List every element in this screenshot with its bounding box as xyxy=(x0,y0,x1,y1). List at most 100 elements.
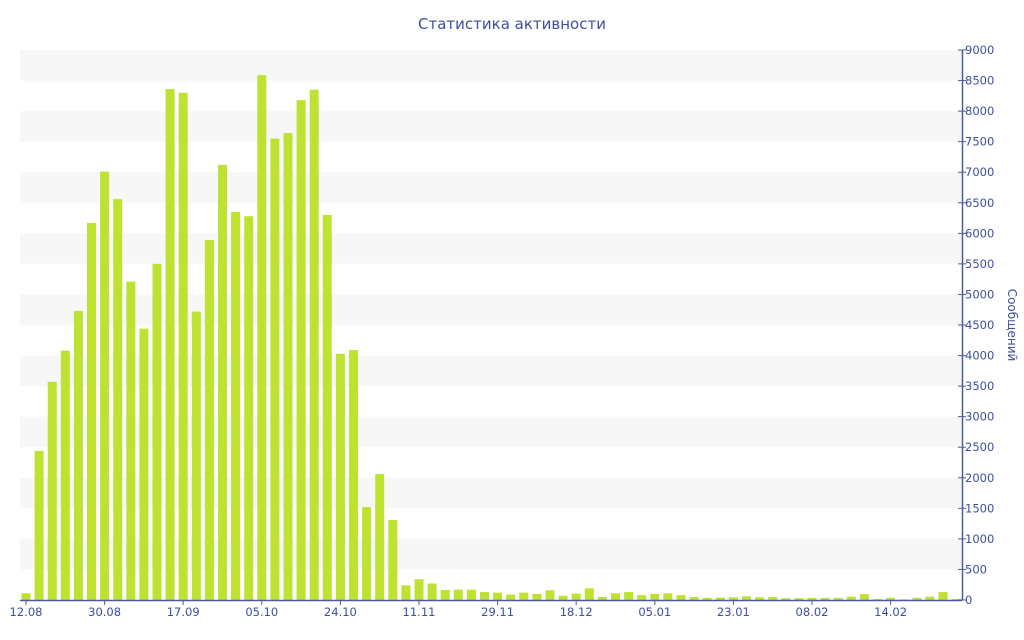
bar xyxy=(21,593,31,600)
x-tick-label: 12.08 xyxy=(10,605,43,619)
bar xyxy=(768,596,778,600)
bar xyxy=(637,595,647,600)
bar xyxy=(597,596,607,600)
bar xyxy=(506,594,516,600)
y-tick-label: 9000 xyxy=(965,43,994,57)
bar xyxy=(519,592,529,600)
x-tick-label: 17.09 xyxy=(167,605,200,619)
bar xyxy=(244,216,254,600)
bar xyxy=(401,585,411,600)
y-tick-label: 6500 xyxy=(965,196,994,210)
bar xyxy=(113,199,123,600)
y-tick-label: 2000 xyxy=(965,471,994,485)
x-tick-label: 18.12 xyxy=(560,605,593,619)
bar xyxy=(296,100,306,600)
bar xyxy=(846,596,856,600)
x-tick-label: 29.11 xyxy=(481,605,514,619)
x-tick-label: 08.02 xyxy=(796,605,829,619)
bar xyxy=(611,593,620,600)
x-tick-label: 14.02 xyxy=(874,605,907,619)
grid-band xyxy=(20,538,962,570)
bar xyxy=(375,474,385,600)
x-tick-label: 05.10 xyxy=(245,605,278,619)
bar xyxy=(178,92,188,601)
y-tick-label: 1500 xyxy=(965,501,994,515)
bar xyxy=(728,597,738,600)
bar xyxy=(899,599,909,600)
x-tick-label: 30.08 xyxy=(88,605,121,619)
bar xyxy=(742,596,751,600)
bar xyxy=(34,450,44,600)
x-tick-label: 23.01 xyxy=(717,605,750,619)
grid-band xyxy=(20,355,962,387)
bar xyxy=(584,588,594,600)
bar xyxy=(191,311,201,600)
y-tick-label: 1000 xyxy=(965,532,994,546)
bar xyxy=(87,222,96,600)
bar xyxy=(283,133,293,600)
bar xyxy=(335,353,345,600)
grid-band xyxy=(20,416,962,448)
bars xyxy=(21,75,961,601)
grid-band xyxy=(20,233,962,264)
bar xyxy=(794,598,804,600)
bar xyxy=(820,597,830,600)
bar xyxy=(47,381,57,600)
bar xyxy=(912,597,922,600)
axes: 0 500 1000 1500 2000 2500 3000 3500 4000 4500 5000… xyxy=(10,43,995,619)
bar xyxy=(755,597,765,600)
x-tick-label: 11.11 xyxy=(403,605,436,619)
bar xyxy=(624,592,634,600)
y-tick-label: 3000 xyxy=(965,410,994,424)
bar xyxy=(152,263,162,600)
y-tick-label: 8500 xyxy=(965,74,994,88)
bar xyxy=(466,589,476,600)
bar xyxy=(231,211,241,600)
grid-band xyxy=(20,172,962,203)
bar xyxy=(414,579,424,600)
bar xyxy=(73,310,83,600)
y-tick-label: 2500 xyxy=(965,440,994,454)
bar xyxy=(859,594,869,600)
bar xyxy=(558,595,568,600)
bar xyxy=(650,593,660,600)
bar xyxy=(951,599,961,600)
bar xyxy=(925,596,935,600)
bar xyxy=(480,592,489,600)
bar xyxy=(493,592,503,600)
grid-band xyxy=(20,111,962,142)
bar xyxy=(427,583,437,600)
bar xyxy=(886,597,896,600)
bar xyxy=(689,596,699,600)
bar xyxy=(362,507,372,600)
bar xyxy=(532,593,542,600)
grid-band xyxy=(20,477,962,509)
bar xyxy=(322,215,332,600)
bar xyxy=(702,597,712,600)
grid-bands xyxy=(20,50,962,570)
x-tick-label: 24.10 xyxy=(324,605,357,619)
y-axis-label: Сообщений xyxy=(1005,289,1019,362)
y-tick-label: 7500 xyxy=(965,135,994,149)
bar xyxy=(349,350,358,600)
y-tick-label: 4500 xyxy=(965,318,994,332)
chart-title: Статистика активности xyxy=(418,15,606,33)
bar xyxy=(388,519,398,600)
y-tick-label: 500 xyxy=(965,562,987,576)
bar xyxy=(126,281,136,600)
bar xyxy=(100,171,110,600)
bar xyxy=(571,593,581,600)
bar xyxy=(218,164,227,600)
y-tick-label: 7000 xyxy=(965,165,994,179)
bar xyxy=(309,89,319,600)
bar xyxy=(781,598,791,600)
bar xyxy=(257,75,267,601)
bar xyxy=(60,350,70,600)
bar xyxy=(204,240,214,601)
bar xyxy=(938,592,948,600)
grid-band xyxy=(20,50,962,81)
y-tick-label: 4000 xyxy=(965,349,994,363)
bar xyxy=(833,597,843,600)
bar xyxy=(453,589,463,600)
